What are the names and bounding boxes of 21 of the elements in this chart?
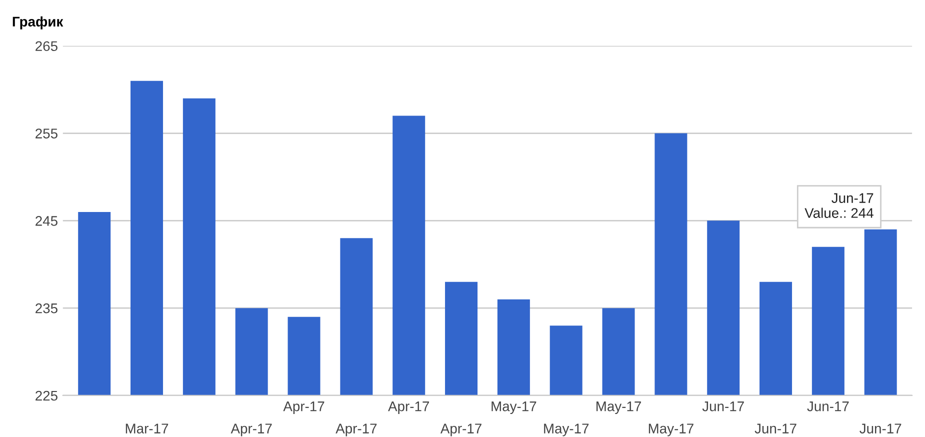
x-tick-label: Apr-17 [230, 424, 272, 436]
x-tick-label: Apr-17 [388, 402, 429, 414]
x-tick-label: Jun-17 [860, 424, 902, 434]
x-tick-label: Jun-17 [807, 402, 849, 412]
x-tick-label: Jun-17 [702, 402, 744, 412]
y-tick-label: 225 [36, 390, 58, 401]
x-tick-label: Apr-17 [283, 402, 324, 414]
y-tick-label: 245 [36, 216, 58, 226]
x-tick-label: May-17 [648, 424, 694, 436]
x-tick-label: Apr-17 [440, 424, 482, 436]
x-tick-label: Apr-17 [336, 424, 377, 436]
x-tick-label: May-17 [492, 402, 536, 414]
x-tick-label: Mar-17 [126, 424, 168, 434]
y-tick-label: 265 [36, 41, 58, 52]
x-tick-label: Jun-17 [754, 424, 796, 434]
y-tick-label: 235 [36, 303, 58, 314]
annotation: Jun-17 Value.: 244 [804, 193, 874, 218]
x-tick-label: May-17 [544, 424, 589, 436]
chart-title: График [12, 16, 64, 30]
y-tick-label: 255 [36, 128, 58, 138]
x-tick-label: May-17 [596, 402, 641, 414]
